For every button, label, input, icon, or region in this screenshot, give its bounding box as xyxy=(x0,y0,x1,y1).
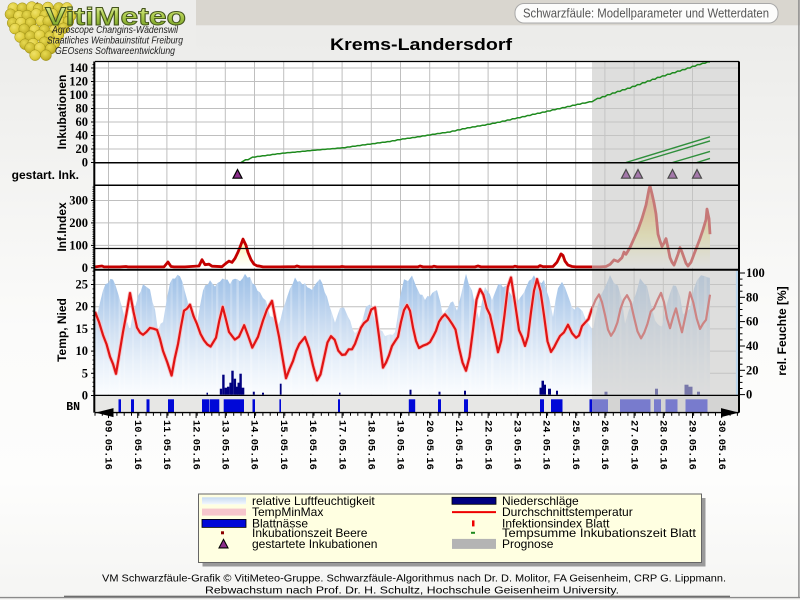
svg-text:relative Luftfeuchtigkeit: relative Luftfeuchtigkeit xyxy=(252,494,375,508)
svg-text:10.05.16: 10.05.16 xyxy=(131,420,143,470)
svg-text:140: 140 xyxy=(69,61,88,75)
svg-text:Durchschnittstemperatur: Durchschnittstemperatur xyxy=(502,505,633,519)
svg-text:Niederschläge: Niederschläge xyxy=(502,494,579,508)
svg-text:Staatliches Weinbauinstitut Fr: Staatliches Weinbauinstitut Freiburg xyxy=(47,36,183,47)
svg-text:Schwarzfäule: Modellparameter: Schwarzfäule: Modellparameter und Wetter… xyxy=(523,7,769,21)
svg-text:25.05.16: 25.05.16 xyxy=(569,420,581,470)
svg-text:100: 100 xyxy=(746,266,765,280)
svg-text:Agroscope Changins-Wädenswil: Agroscope Changins-Wädenswil xyxy=(51,25,179,36)
svg-text:11.05.16: 11.05.16 xyxy=(160,420,172,470)
svg-text:120: 120 xyxy=(69,75,88,89)
svg-text:Tempsumme Inkubationszeit Blat: Tempsumme Inkubationszeit Blatt xyxy=(502,526,697,540)
svg-text:BN: BN xyxy=(66,401,80,414)
svg-text:gestart. Ink.: gestart. Ink. xyxy=(12,168,79,182)
svg-text:TempMinMax: TempMinMax xyxy=(252,505,323,519)
svg-text:5: 5 xyxy=(82,366,88,380)
svg-text:Infektionsindex Blatt: Infektionsindex Blatt xyxy=(502,516,610,530)
svg-text:300: 300 xyxy=(69,194,88,208)
svg-text:12.05.16: 12.05.16 xyxy=(189,420,201,470)
svg-text:20: 20 xyxy=(746,363,759,377)
svg-text:17.05.16: 17.05.16 xyxy=(335,420,347,470)
svg-text:VM Schwarzfäule-Grafik © VitiM: VM Schwarzfäule-Grafik © VitiMeteo-Grupp… xyxy=(102,574,726,585)
svg-text:60: 60 xyxy=(76,115,89,129)
svg-text:0: 0 xyxy=(82,156,88,170)
svg-text:Inkubationen: Inkubationen xyxy=(55,75,69,150)
svg-text:Prognose: Prognose xyxy=(502,537,554,551)
svg-text:Krems-Landersdorf: Krems-Landersdorf xyxy=(330,35,512,54)
svg-text:80: 80 xyxy=(746,290,759,304)
svg-text:14.05.16: 14.05.16 xyxy=(248,420,260,470)
svg-text:23.05.16: 23.05.16 xyxy=(511,420,523,470)
svg-text:60: 60 xyxy=(746,315,759,329)
svg-text:200: 200 xyxy=(69,216,88,230)
svg-text:VitiMeteo: VitiMeteo xyxy=(45,3,186,31)
svg-text:25: 25 xyxy=(76,278,89,292)
svg-text:20: 20 xyxy=(76,142,89,156)
svg-text:09.05.16: 09.05.16 xyxy=(102,420,114,470)
svg-text:10: 10 xyxy=(76,344,89,358)
svg-text:GEOsens Softwareentwicklung: GEOsens Softwareentwicklung xyxy=(55,46,175,57)
svg-text:Inf.Index: Inf.Index xyxy=(55,202,69,252)
svg-text:80: 80 xyxy=(76,102,89,116)
svg-text:15: 15 xyxy=(76,322,89,336)
svg-text:22.05.16: 22.05.16 xyxy=(481,420,493,470)
svg-text:29.05.16: 29.05.16 xyxy=(686,420,698,470)
svg-text:30.05.16: 30.05.16 xyxy=(715,420,727,470)
svg-text:15.05.16: 15.05.16 xyxy=(277,420,289,470)
svg-text:gestartete Inkubationen: gestartete Inkubationen xyxy=(252,537,377,551)
svg-text:24.05.16: 24.05.16 xyxy=(540,420,552,470)
svg-text:27.05.16: 27.05.16 xyxy=(627,420,639,470)
svg-text:18.05.16: 18.05.16 xyxy=(365,420,377,470)
svg-text:28.05.16: 28.05.16 xyxy=(657,420,669,470)
svg-text:100: 100 xyxy=(69,238,88,252)
svg-text:20.05.16: 20.05.16 xyxy=(423,420,435,470)
svg-text:0: 0 xyxy=(82,389,88,403)
svg-text:0: 0 xyxy=(746,388,752,402)
svg-text:Blattnässe: Blattnässe xyxy=(252,516,308,530)
svg-text:21.05.16: 21.05.16 xyxy=(452,420,464,470)
svg-text:Temp, Nied: Temp, Nied xyxy=(55,298,69,362)
svg-text:20: 20 xyxy=(76,300,89,314)
svg-text:Rebwachstum nach Prof. Dr. H.: Rebwachstum nach Prof. Dr. H. Schultz, H… xyxy=(205,586,619,597)
svg-text:rel. Feuchte [%]: rel. Feuchte [%] xyxy=(775,286,789,375)
svg-text:Inkubationszeit Beere: Inkubationszeit Beere xyxy=(252,526,368,540)
svg-text:19.05.16: 19.05.16 xyxy=(394,420,406,470)
svg-text:0: 0 xyxy=(82,261,88,275)
svg-text:13.05.16: 13.05.16 xyxy=(219,420,231,470)
svg-text:100: 100 xyxy=(69,88,88,102)
svg-text:26.05.16: 26.05.16 xyxy=(598,420,610,470)
svg-text:40: 40 xyxy=(76,129,89,143)
svg-text:40: 40 xyxy=(746,339,759,353)
svg-text:16.05.16: 16.05.16 xyxy=(306,420,318,470)
